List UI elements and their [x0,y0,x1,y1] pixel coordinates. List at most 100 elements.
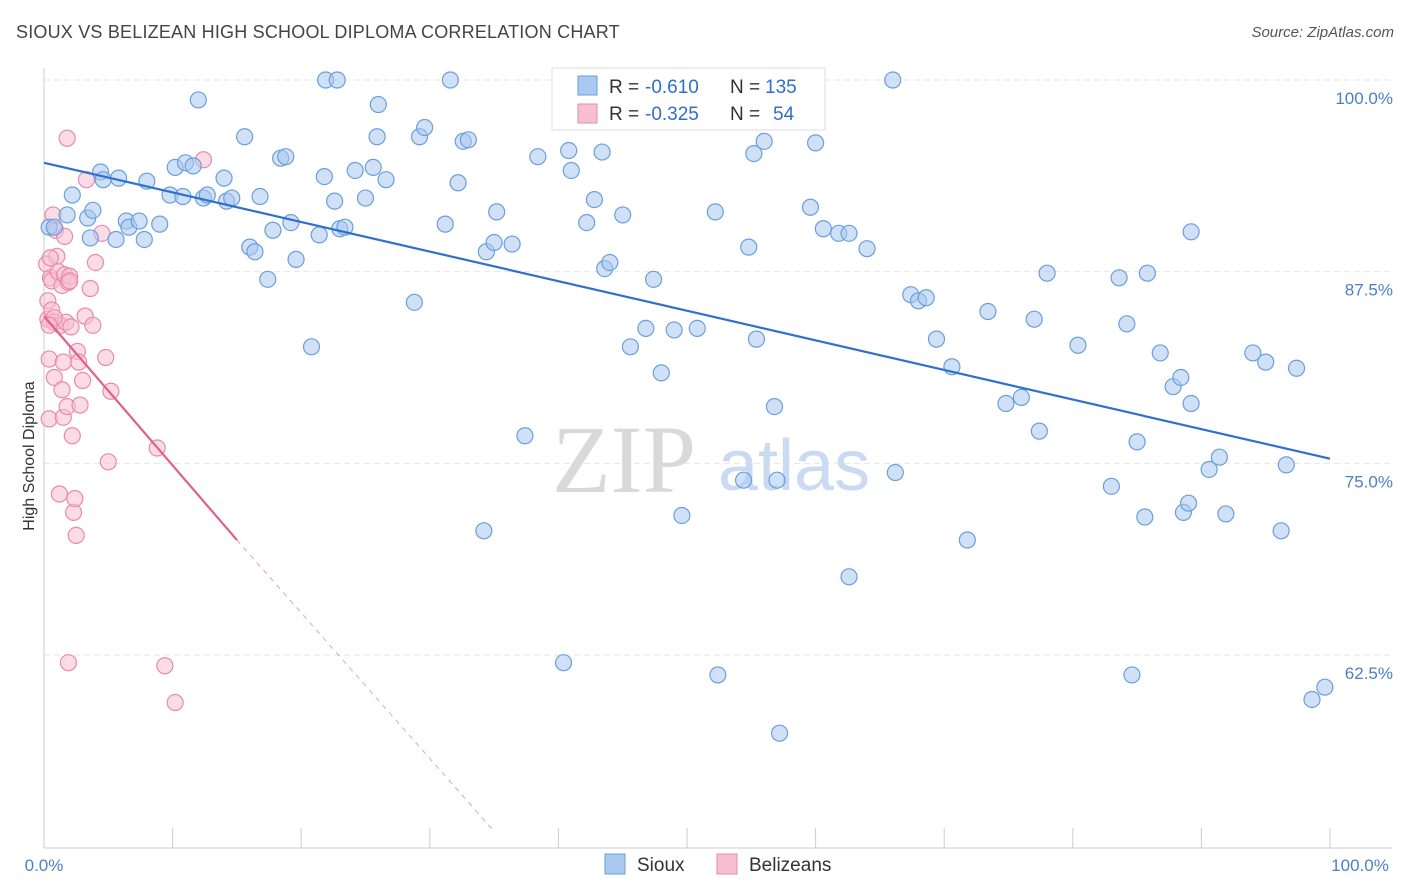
sioux-point [264,221,282,239]
sioux-point [1182,394,1200,413]
sioux-point [1136,508,1154,526]
belizeans-point [59,654,78,672]
x-tick-label: 100.0% [1331,856,1389,875]
sioux-point [858,240,876,258]
gridlines [44,79,1392,656]
sioux-point [1118,315,1136,333]
belizeans-point [40,410,58,428]
legend-n-label-1: N = [730,77,760,98]
belizeans-point [40,316,58,334]
sioux-point [58,206,76,224]
sioux-point [236,128,254,146]
legend-swatch-belizeans [577,103,598,124]
sioux-point [441,71,459,89]
sioux-point [1151,344,1169,362]
sioux-point [593,143,611,161]
sioux-point [189,91,207,109]
watermark-atlas: atlas [718,426,870,506]
legend-n-value-1: 135 [765,77,797,98]
sioux-point [927,330,946,348]
sioux-point [770,724,789,742]
y-axis-title: High School Diploma [21,381,38,531]
sioux-point [1038,264,1056,282]
sioux-point [1110,269,1128,287]
sioux-point [246,243,264,261]
sioux-point [184,157,202,175]
sioux-point [1123,666,1141,684]
sioux-point [765,398,784,416]
sioux-point [364,158,382,176]
sioux-point [529,148,547,166]
belizeans-point [54,353,72,371]
sioux-point [806,134,825,152]
chart-title: SIOUX VS BELIZEAN HIGH SCHOOL DIPLOMA CO… [16,22,620,42]
sioux-point [665,321,683,339]
belizeans-points [37,129,213,712]
sioux-point [328,71,346,89]
belizeans-point [86,253,105,272]
regression-lines [43,161,1331,832]
y-tick-label: 100.0% [1335,89,1393,108]
belizeans-point [84,316,102,334]
sioux-point [917,289,935,307]
belizeans-point [81,279,99,298]
watermark-zip: ZIP [552,406,696,513]
y-tick-labels: 62.5% 75.0% 87.5% 100.0% [1335,89,1393,683]
belizeans-point [67,526,85,545]
sioux-point [840,224,858,242]
sioux-point [215,169,233,187]
sioux-point [63,186,81,204]
sioux-point [151,215,169,233]
sioux-point [277,148,295,166]
sioux-point [1277,456,1295,474]
sioux-point [614,206,632,224]
sioux-point [560,141,578,160]
legend-r-label-1: R = [609,77,639,98]
bottom-legend-belizeans: Belizeans [749,855,831,876]
belizeans-point [70,353,88,371]
belizeans-regression-extension [236,539,495,832]
sioux-point [1128,433,1146,451]
sioux-point [459,131,477,149]
sioux-point [516,427,534,445]
belizeans-point [45,368,63,387]
sioux-point [356,189,375,207]
sioux-point [1172,368,1190,387]
sioux-point [310,226,328,244]
sioux-point [709,666,727,684]
sioux-point [747,330,766,348]
sioux-point [1138,264,1156,282]
belizeans-point [99,453,117,471]
sioux-point [886,463,904,482]
sioux-point [1287,359,1306,377]
belizeans-point [61,272,79,290]
sioux-point [673,506,691,525]
belizeans-point [62,318,80,336]
sioux-point [1257,353,1275,371]
sioux-point [706,203,724,221]
sioux-point [578,214,596,232]
sioux-point [107,230,125,249]
sioux-point [958,531,976,549]
sioux-point [1200,460,1218,479]
y-tick-label: 75.0% [1345,472,1393,491]
sioux-point [488,203,506,221]
x-tick-label: 0.0% [25,856,64,875]
sioux-point [1316,678,1334,696]
belizeans-point [71,396,89,414]
x-tick-labels: 0.0% 100.0% [25,856,1389,875]
sioux-point [315,168,333,186]
sioux-point [601,253,619,272]
sioux-point [644,270,663,288]
sioux-point [755,132,773,150]
sioux-point [801,198,820,216]
sioux-point [1210,448,1229,466]
sioux-point [251,187,269,206]
sioux-point [585,191,604,209]
belizeans-point [41,249,60,267]
sioux-point [368,128,386,146]
sioux-point [1182,223,1200,241]
sioux-point [814,220,832,238]
source-label: Source: ZipAtlas.com [1251,24,1394,41]
